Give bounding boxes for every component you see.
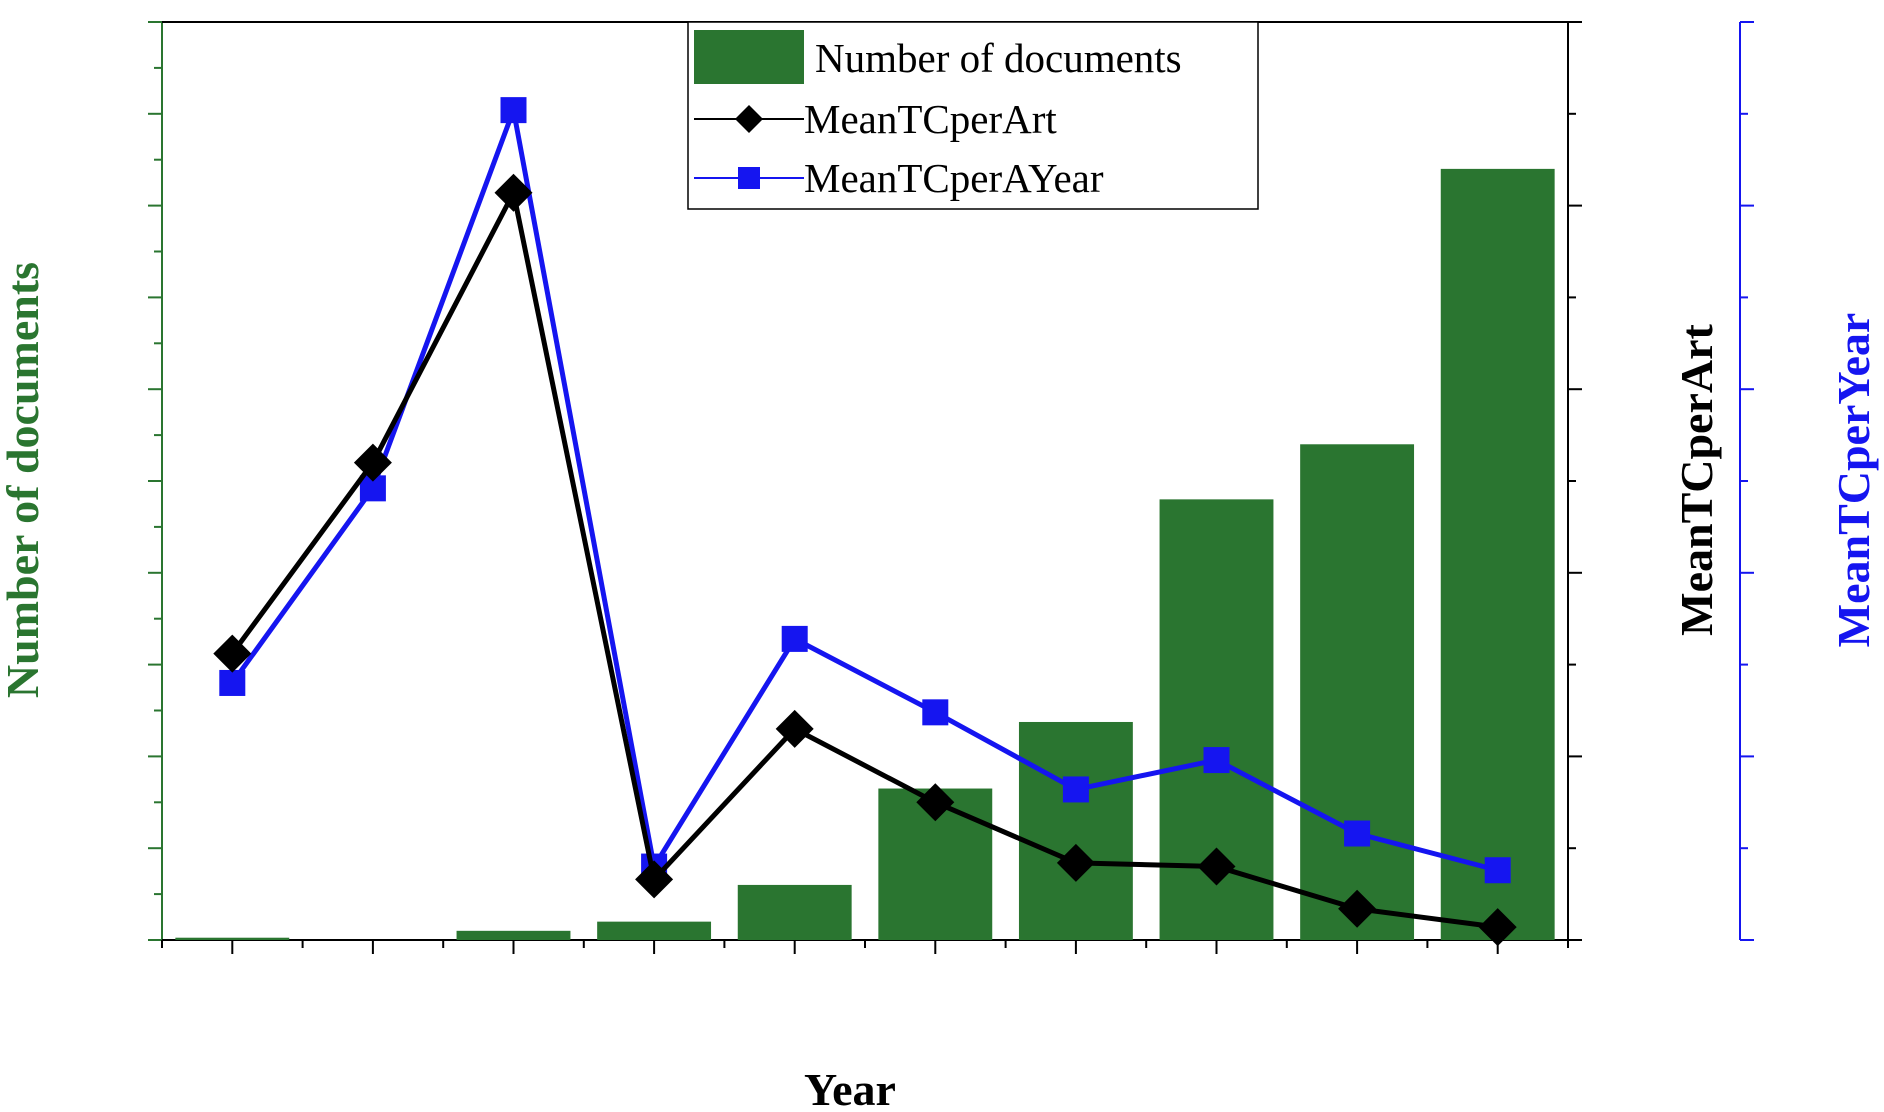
left-axis-title: Number of documents (0, 262, 48, 698)
legend-label-documents: Number of documents (815, 35, 1182, 81)
legend-label-art: MeanTCperArt (804, 96, 1057, 142)
point-square (1344, 820, 1371, 847)
bar (175, 937, 290, 940)
point-square (219, 669, 246, 696)
right-axis-title-art: MeanTCperArt (1671, 323, 1722, 635)
point-diamond (1478, 908, 1517, 947)
bar (1300, 444, 1415, 940)
bar (597, 921, 712, 940)
bar (1440, 168, 1555, 940)
bar (737, 884, 852, 940)
point-square (781, 625, 808, 652)
point-diamond (775, 709, 814, 748)
legend: Number of documents MeanTCperArt MeanTCp… (687, 21, 1259, 210)
point-diamond (213, 634, 252, 673)
legend-label-year: MeanTCperAYear (804, 155, 1104, 201)
bar (456, 930, 571, 940)
legend-swatch-documents (694, 30, 804, 84)
point-diamond (494, 173, 533, 212)
bars-layer (175, 168, 1555, 940)
point-diamond (916, 783, 955, 822)
point-diamond (1338, 889, 1377, 928)
point-diamond (635, 860, 674, 899)
bar (1018, 721, 1133, 940)
point-diamond (1056, 843, 1095, 882)
right-axis-title-year: MeanTCperYear (1828, 313, 1879, 648)
point-square (1484, 857, 1511, 884)
point-square (922, 699, 949, 726)
series-line-1 (230, 190, 1499, 930)
legend-marker-square-icon (738, 167, 760, 189)
series-line-2 (230, 107, 1499, 873)
x-axis-title: Year (804, 1064, 896, 1112)
point-square (1203, 747, 1230, 774)
legend-marker-diamond-icon (735, 105, 763, 133)
point-square (1062, 776, 1089, 803)
point-diamond (1197, 847, 1236, 886)
point-diamond (353, 443, 392, 482)
lines-layer (213, 97, 1517, 947)
point-square (500, 97, 527, 124)
